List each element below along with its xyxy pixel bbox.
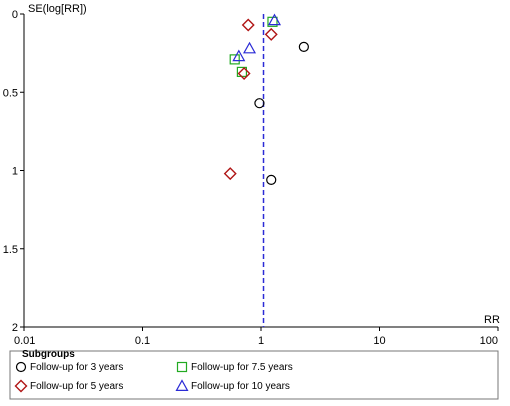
y-ticks: 0 0.5 1 1.5 2 bbox=[3, 9, 24, 334]
axes: SE(log[RR]) RR bbox=[23, 3, 500, 328]
legend-label: Follow-up for 7.5 years bbox=[191, 362, 293, 373]
y-tick-label: 0.5 bbox=[3, 87, 18, 99]
y-tick-label: 1 bbox=[12, 166, 18, 178]
legend-label: Follow-up for 5 years bbox=[30, 381, 123, 392]
x-ticks: 0.01 0.1 1 10 100 bbox=[14, 327, 499, 347]
data-point-triangle bbox=[267, 13, 282, 26]
data-point-diamond bbox=[223, 167, 237, 181]
x-tick-label: 10 bbox=[373, 335, 385, 347]
y-tick-label: 1.5 bbox=[3, 244, 18, 256]
data-point-circle bbox=[298, 41, 309, 52]
y-tick-label: 0 bbox=[12, 9, 18, 21]
legend-marker-circle bbox=[15, 361, 27, 373]
data-point-triangle bbox=[242, 41, 257, 54]
data-point-circle bbox=[266, 174, 277, 185]
data-points bbox=[223, 13, 309, 185]
legend-items: Follow-up for 3 years Follow-up for 7.5 y… bbox=[14, 361, 293, 393]
legend-label: Follow-up for 3 years bbox=[30, 362, 123, 373]
legend: Subgroups Follow-up for 3 years Follow-up… bbox=[9, 349, 499, 400]
data-point-square bbox=[229, 54, 240, 65]
legend-label: Follow-up for 10 years bbox=[191, 381, 290, 392]
legend-box bbox=[9, 350, 499, 400]
legend-title: Subgroups bbox=[22, 349, 75, 360]
x-tick-label: 0.1 bbox=[135, 335, 150, 347]
x-tick-label: 0.01 bbox=[14, 335, 35, 347]
legend-marker-diamond bbox=[14, 379, 28, 393]
legend-marker-triangle bbox=[175, 379, 189, 391]
data-point-circle bbox=[254, 98, 265, 109]
data-point-triangle bbox=[232, 49, 246, 62]
y-axis-title: SE(log[RR]) bbox=[28, 3, 87, 15]
x-tick-label: 1 bbox=[258, 335, 264, 347]
legend-marker-square bbox=[176, 361, 188, 373]
x-tick-label: 100 bbox=[480, 335, 498, 347]
data-point-diamond bbox=[241, 18, 255, 32]
data-point-diamond bbox=[237, 66, 251, 80]
y-tick-label: 2 bbox=[12, 322, 18, 334]
x-axis-title: RR bbox=[484, 314, 500, 326]
data-point-diamond bbox=[264, 27, 278, 41]
